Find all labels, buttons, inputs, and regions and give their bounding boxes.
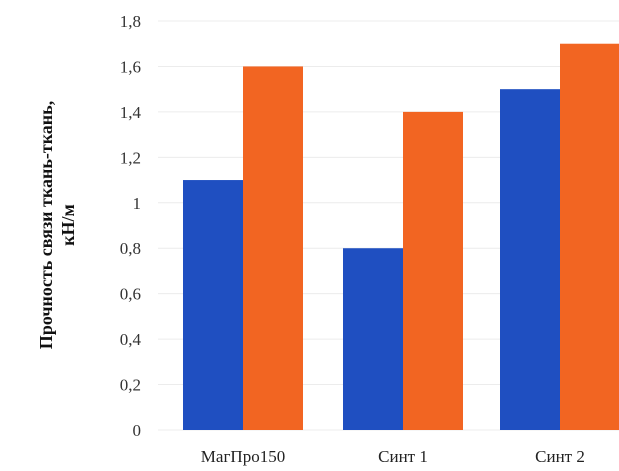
bar-series1-2	[343, 248, 403, 430]
y-axis-title-line1: Прочность связи ткань-ткань,	[36, 101, 56, 349]
y-tick-label: 0,2	[120, 376, 141, 395]
y-tick-label: 0,4	[120, 330, 142, 349]
y-axis-ticks: 0 0,2 0,4 0,6 0,8 1 1,2 1,4 1,6 1,8	[120, 12, 142, 440]
y-tick-label: 0	[133, 421, 142, 440]
y-tick-label: 1,4	[120, 103, 142, 122]
y-tick-label: 1,2	[120, 148, 141, 167]
x-category-label: МагПро150	[201, 447, 285, 466]
y-tick-label: 1,6	[120, 57, 141, 76]
y-tick-label: 0,8	[120, 239, 141, 258]
y-tick-label: 0,6	[120, 285, 141, 304]
y-axis-title-line2: кН/м	[58, 204, 78, 246]
y-tick-label: 1,8	[120, 12, 141, 31]
x-axis-labels: МагПро150 Синт 1 Синт 2	[201, 447, 585, 466]
bars	[183, 43, 619, 431]
bar-series2-3	[560, 43, 619, 430]
x-category-label: Синт 2	[535, 447, 585, 466]
bar-series2-2	[403, 111, 463, 430]
bar-series1-3	[500, 89, 560, 431]
bar-series2-1	[243, 66, 303, 430]
bar-series1-1	[183, 180, 243, 430]
y-axis-title: Прочность связи ткань-ткань, кН/м	[36, 101, 78, 349]
x-category-label: Синт 1	[378, 447, 428, 466]
y-tick-label: 1	[133, 194, 142, 213]
